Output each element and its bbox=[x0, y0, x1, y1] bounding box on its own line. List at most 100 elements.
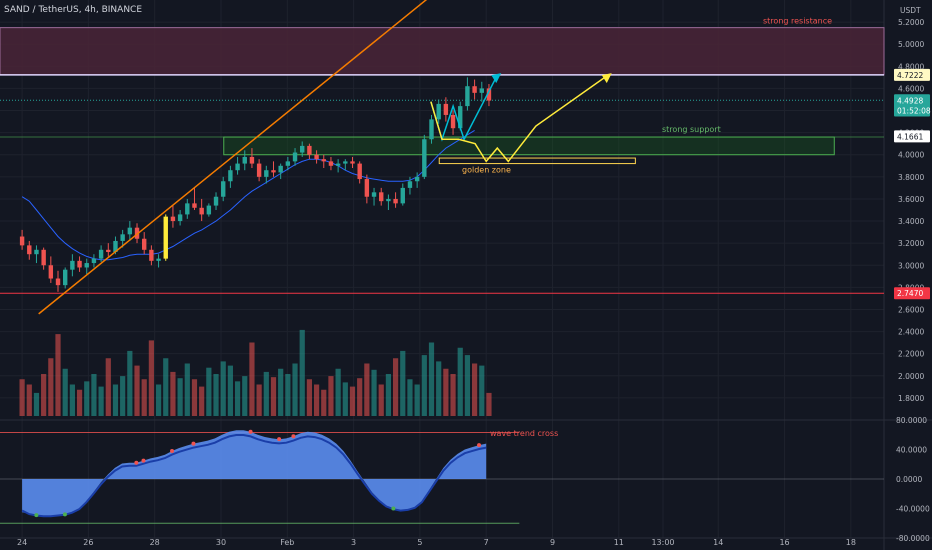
volume-bar bbox=[249, 342, 255, 416]
volume-bar bbox=[91, 374, 97, 416]
support-zone-label: strong support bbox=[662, 125, 721, 134]
candle-body bbox=[321, 159, 326, 162]
candle-body bbox=[292, 152, 298, 162]
golden-zone bbox=[438, 157, 636, 165]
candle-body bbox=[364, 179, 370, 197]
volume-bar bbox=[234, 381, 241, 416]
candle-body bbox=[379, 192, 384, 202]
candle-body bbox=[386, 198, 391, 202]
price-axis-tick: 3.6000 bbox=[898, 195, 924, 204]
volume-bar bbox=[256, 384, 262, 416]
volume-bar bbox=[134, 365, 140, 416]
price-axis-tick: 3.0000 bbox=[898, 261, 924, 270]
time-axis-tick: 30 bbox=[216, 538, 226, 547]
candle-body bbox=[264, 170, 269, 177]
price-axis-tick: 3.4000 bbox=[898, 217, 924, 226]
price-axis-tick: 2.4000 bbox=[898, 328, 924, 337]
candle-body bbox=[199, 207, 204, 215]
candle-body bbox=[393, 198, 398, 204]
oscillator-axis-tick: 80.0000 bbox=[896, 416, 927, 425]
candle-body bbox=[271, 170, 276, 173]
volume-bar bbox=[486, 392, 492, 416]
projection-arrowhead-yellow bbox=[601, 73, 612, 84]
volume-bar bbox=[55, 334, 61, 416]
volume-bar bbox=[285, 374, 291, 416]
price-badge-text: 01:52:08 bbox=[897, 107, 931, 116]
candle-body bbox=[120, 234, 125, 241]
volume-bar bbox=[227, 365, 233, 416]
price-axis-currency: USDT bbox=[900, 6, 921, 15]
projection-path-yellow bbox=[430, 74, 609, 163]
price-badge-text: 2.7470 bbox=[897, 289, 923, 298]
volume-bar bbox=[84, 381, 90, 416]
volume-bar bbox=[177, 378, 183, 416]
candle-body bbox=[328, 161, 334, 166]
candle-body bbox=[185, 203, 190, 215]
volume-bar bbox=[69, 384, 75, 416]
volume-bar bbox=[428, 342, 435, 416]
volume-bar bbox=[328, 376, 334, 416]
candle-body bbox=[314, 154, 319, 160]
time-axis-tick: 26 bbox=[83, 538, 93, 547]
price-badge bbox=[894, 287, 930, 300]
candle-body bbox=[48, 265, 54, 279]
volume-bar bbox=[414, 384, 420, 416]
volume-bar bbox=[163, 358, 169, 416]
candle-body bbox=[113, 240, 118, 252]
candle-body bbox=[407, 181, 413, 188]
price-axis-tick: 5.2000 bbox=[898, 18, 924, 27]
candle-body bbox=[77, 260, 82, 268]
time-axis-tick: 9 bbox=[550, 538, 555, 547]
wave-trend-area bbox=[22, 430, 487, 516]
volume-bar bbox=[199, 386, 205, 416]
price-badge bbox=[894, 130, 930, 143]
volume-bar bbox=[220, 361, 226, 416]
candle-body bbox=[206, 205, 212, 215]
candle-body bbox=[163, 216, 168, 259]
time-axis-tick: 7 bbox=[484, 538, 489, 547]
price-badge-text: 4.7222 bbox=[897, 71, 923, 80]
time-axis-tick: 24 bbox=[17, 538, 27, 547]
volume-bar bbox=[48, 358, 54, 416]
volume-bar bbox=[385, 374, 392, 416]
price-axis-tick: 4.6000 bbox=[898, 84, 924, 93]
volume-bar bbox=[170, 371, 176, 416]
volume-bar bbox=[184, 363, 190, 416]
volume-bar bbox=[76, 389, 83, 416]
chart-title: SAND / TetherUS, 4h, BINANCE bbox=[4, 5, 143, 15]
candle-body bbox=[106, 249, 111, 252]
wave-trend-cross-dot bbox=[277, 437, 282, 442]
candle-body bbox=[84, 263, 89, 268]
price-axis-tick: 3.8000 bbox=[898, 173, 924, 182]
oscillator-axis-tick: 40.0000 bbox=[896, 446, 927, 455]
volume-bar bbox=[407, 379, 413, 416]
volume-bar bbox=[471, 363, 478, 416]
time-axis-tick: 16 bbox=[779, 538, 789, 547]
time-axis-tick: 14 bbox=[713, 538, 723, 547]
price-axis-tick: 2.0000 bbox=[898, 372, 924, 381]
candle-body bbox=[134, 227, 140, 239]
volume-bar bbox=[443, 368, 449, 416]
price-badge bbox=[894, 68, 930, 81]
price-axis-tick: 4.8000 bbox=[898, 62, 924, 71]
oscillator-axis-tick: 0.0000 bbox=[896, 475, 922, 484]
volume-bar bbox=[364, 363, 370, 416]
support-zone bbox=[223, 136, 835, 156]
candle-body bbox=[142, 238, 147, 250]
wave-trend-cross-dot bbox=[248, 429, 253, 434]
volume-bar bbox=[342, 382, 348, 416]
candle-body bbox=[479, 88, 484, 93]
candle-body bbox=[450, 114, 456, 129]
volume-bar bbox=[450, 374, 456, 416]
time-axis-tick: 3 bbox=[351, 538, 356, 547]
wave-trend-cross-dot bbox=[62, 512, 67, 517]
oscillator-axis-tick: -40.0000 bbox=[896, 505, 930, 514]
resistance-zone bbox=[0, 27, 885, 76]
candle-body bbox=[357, 163, 362, 180]
volume-bar bbox=[263, 371, 269, 416]
volume-bar bbox=[105, 358, 111, 416]
candle-body bbox=[34, 249, 39, 255]
candle-body bbox=[192, 203, 197, 208]
candle-body bbox=[19, 236, 25, 246]
volume-bar bbox=[357, 378, 363, 416]
